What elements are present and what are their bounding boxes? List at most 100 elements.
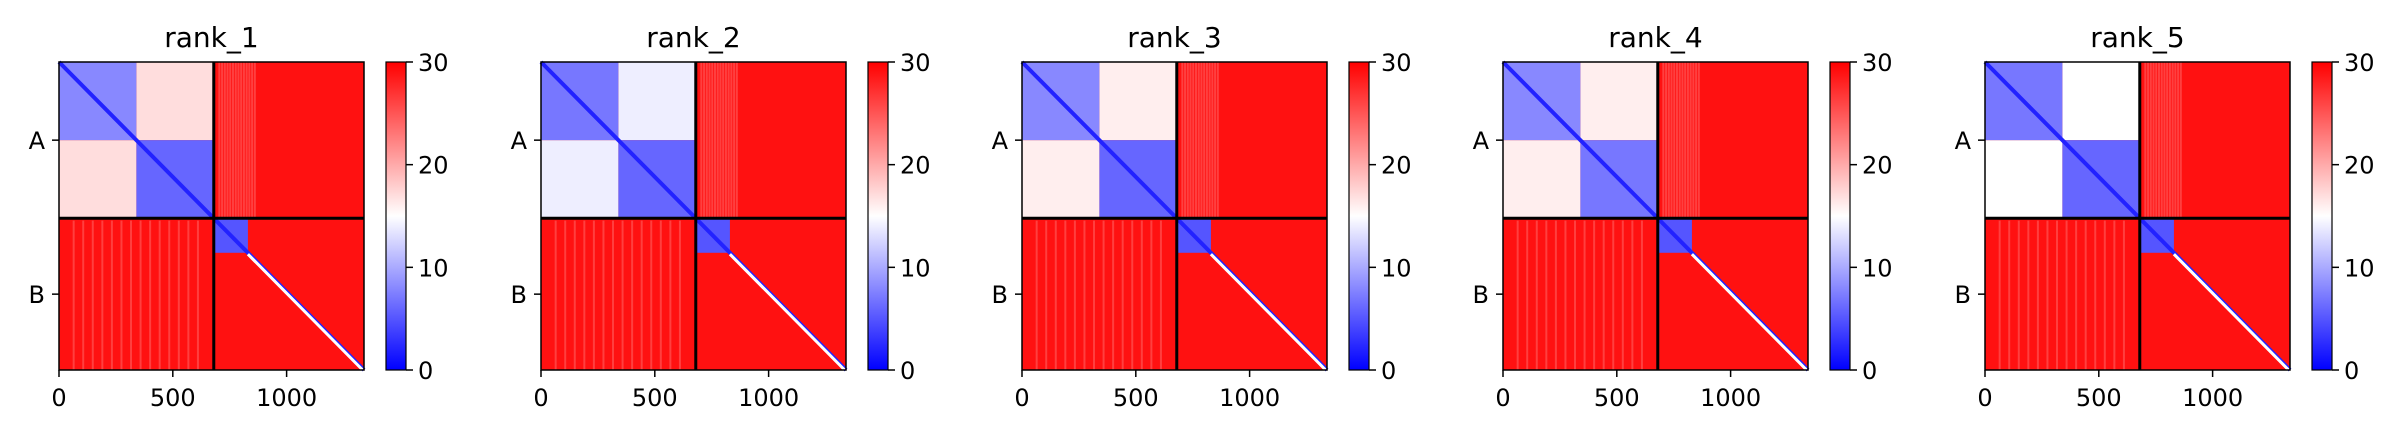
heatmap-cell <box>1035 220 1038 370</box>
heatmap-cell <box>2062 62 2140 141</box>
heatmap-cell <box>541 140 619 219</box>
heatmap-cell <box>602 220 605 370</box>
heatmap-cell <box>72 220 75 370</box>
heatmap-cell <box>242 62 245 219</box>
heatmap-cell <box>708 62 711 219</box>
heatmap-cell <box>1681 62 1684 219</box>
colorbar <box>2311 61 2333 371</box>
heatmap-cell <box>2166 62 2169 219</box>
colorbar-tick-label: 0 <box>2344 357 2359 385</box>
heatmap-cell <box>1140 220 1143 370</box>
heatmap-cell <box>1181 62 1184 219</box>
colorbar <box>1829 61 1851 371</box>
colorbar <box>867 61 889 371</box>
colorbar <box>385 61 407 371</box>
heatmap-cell <box>1205 62 1208 219</box>
heatmap-cell <box>1670 62 1673 219</box>
heatmap-cell <box>2094 220 2097 370</box>
heatmap-cell <box>2168 62 2171 219</box>
heatmap-cell <box>724 62 727 219</box>
heatmap-cell <box>1131 220 1134 370</box>
x-tick-label: 500 <box>150 384 196 412</box>
heatmap-cell <box>1684 62 1687 219</box>
heatmap-cell <box>1516 220 1519 370</box>
heatmap-cell <box>1612 220 1615 370</box>
x-tick-label: 0 <box>533 384 548 412</box>
heatmap-cell <box>1686 62 1689 219</box>
heatmap-cell <box>130 220 133 370</box>
heatmap-cell <box>1045 220 1048 370</box>
heatmap-cell <box>1150 220 1153 370</box>
heatmap-cell <box>1121 220 1124 370</box>
heatmap-cell <box>618 62 696 141</box>
x-tick-label: 0 <box>1977 384 1992 412</box>
heatmap-cell <box>735 62 738 219</box>
heatmap-cell <box>1640 220 1643 370</box>
heatmap-cell <box>1192 62 1195 219</box>
panel-title: rank_2 <box>646 21 740 54</box>
heatmap-cell <box>2103 220 2106 370</box>
heatmap-cell <box>2174 62 2177 219</box>
colorbar-tick-label: 10 <box>418 254 449 282</box>
heatmap-cell <box>573 220 576 370</box>
heatmap-cell <box>2084 220 2087 370</box>
x-tick-label: 0 <box>1495 384 1510 412</box>
heatmap-cell <box>554 220 557 370</box>
heatmap-cell <box>1197 62 1200 219</box>
heatmap-cell <box>1186 62 1189 219</box>
heatmap-cell <box>1673 62 1676 219</box>
colorbar-tick-label: 30 <box>1862 49 1893 77</box>
heatmap-cell <box>101 220 104 370</box>
heatmap-cell <box>659 220 662 370</box>
colorbar-tick-label: 10 <box>2344 254 2375 282</box>
plot-frame <box>1502 61 1809 371</box>
heatmap-cell <box>1184 62 1187 219</box>
heatmap-cell <box>1159 220 1162 370</box>
heatmap-cell <box>221 62 224 219</box>
heatmap-cell <box>1200 62 1203 219</box>
x-tick-label: 0 <box>51 384 66 412</box>
heatmap-cell <box>139 220 142 370</box>
heatmap-cell <box>1697 62 1700 219</box>
heatmap-cell <box>136 62 214 141</box>
heatmap-cell <box>705 62 708 219</box>
heatmap-cell <box>1580 62 1658 141</box>
heatmap-cell <box>1054 220 1057 370</box>
heatmap-cell <box>1189 62 1192 219</box>
heatmap-cell <box>733 62 736 219</box>
heatmap-cell <box>716 62 719 219</box>
panel-title: rank_1 <box>164 21 258 54</box>
heatmap-cell <box>2075 220 2078 370</box>
heatmap-cell <box>1545 220 1548 370</box>
heatmap-cell <box>229 62 232 219</box>
heatmap-cell <box>1593 220 1596 370</box>
heatmap-cell <box>722 62 725 219</box>
y-tick-label: A <box>992 127 1009 155</box>
heatmap-cell <box>245 62 248 219</box>
heatmap-cell <box>2163 62 2166 219</box>
heatmap-cell <box>1073 220 1076 370</box>
plot-frame <box>540 61 847 371</box>
colorbar-tick-label: 0 <box>1381 357 1396 385</box>
colorbar-tick-label: 10 <box>900 254 931 282</box>
heatmap-cell <box>2155 62 2158 219</box>
heatmap-cell <box>2157 62 2160 219</box>
colorbar-tick-label: 30 <box>2344 49 2375 77</box>
heatmap-cell <box>2027 220 2030 370</box>
y-tick-label: B <box>1473 281 1489 309</box>
heatmap-cell <box>669 220 672 370</box>
heatmap-cell <box>2179 62 2182 219</box>
heatmap-cell <box>650 220 653 370</box>
panel-title: rank_5 <box>2090 21 2184 54</box>
heatmap-cell <box>237 62 240 219</box>
heatmap-cell <box>1503 140 1581 219</box>
panel-title: rank_3 <box>1127 21 1221 54</box>
heatmap-cell <box>621 220 624 370</box>
y-tick-label: B <box>29 281 45 309</box>
heatmap-cell <box>1985 140 2063 219</box>
y-tick-label: B <box>511 281 527 309</box>
heatmap-diagonal-band <box>1690 253 1808 372</box>
heatmap-cell <box>2113 220 2116 370</box>
heatmap-cell <box>226 62 229 219</box>
